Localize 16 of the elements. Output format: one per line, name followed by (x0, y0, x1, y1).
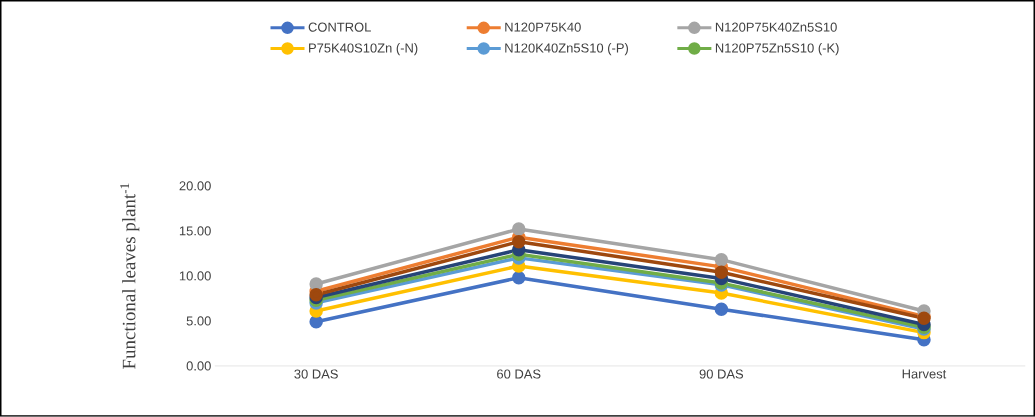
x-tick-label: 60 DAS (497, 369, 541, 379)
legend-label: N120P75Zn5S10 (-K) (715, 43, 839, 56)
legend-label: N120P75K40 (505, 22, 581, 32)
x-tick-label: Harvest (902, 369, 947, 379)
y-tick-label: 5.00 (186, 316, 211, 326)
y-tick-label: 20.00 (179, 181, 211, 191)
x-tick-label: 90 DAS (699, 369, 744, 379)
y-axis-title: Functional leaves plant$^{-1}$ (120, 183, 140, 370)
y-tick-label: 0.00 (186, 361, 211, 371)
x-tick-label: 30 DAS (294, 369, 338, 379)
legend-label: P75K40S10Zn (-N) (309, 43, 418, 56)
legend-label: CONTROL (308, 22, 371, 32)
legend-label: N120P75K40Zn5S10 (715, 22, 837, 32)
y-tick-label: 10.00 (179, 271, 211, 281)
y-tick-label: 15.00 (179, 226, 211, 236)
legend-label: N120K40Zn5S10 (-P) (505, 43, 628, 56)
